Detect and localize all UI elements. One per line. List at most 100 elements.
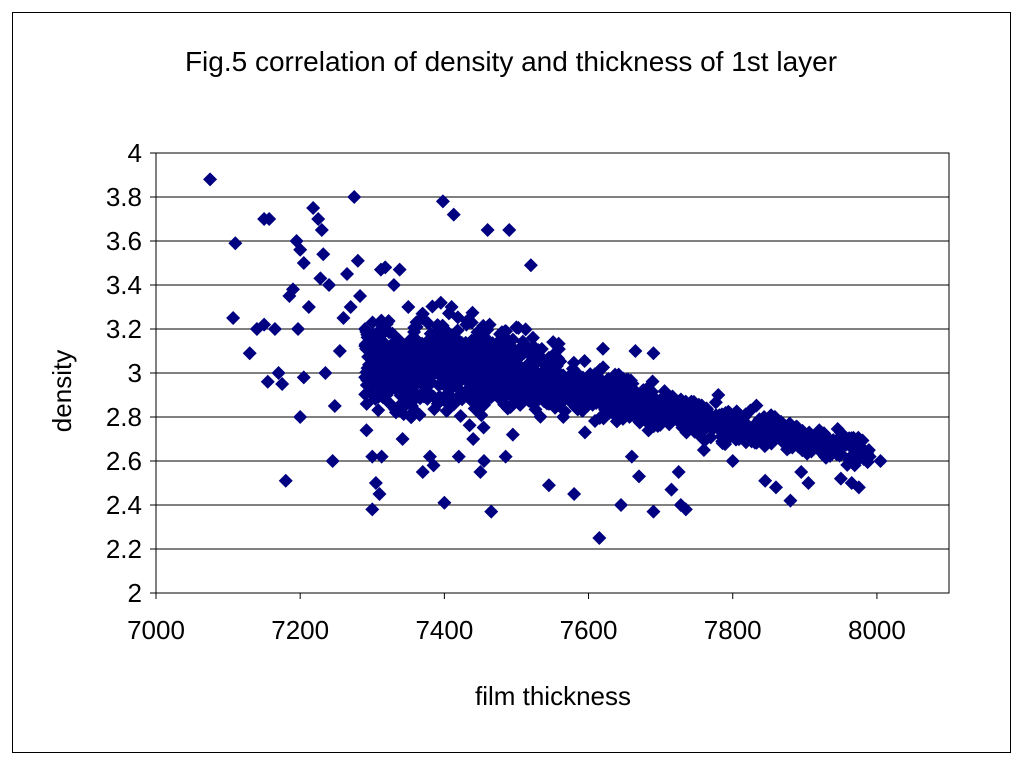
data-point: [613, 398, 628, 413]
scatter-chart: Fig.5 correlation of density and thickne…: [47, 46, 950, 711]
data-point: [498, 396, 513, 411]
x-tick-label: 7000: [127, 615, 185, 645]
data-point: [531, 343, 546, 358]
data-point: [465, 305, 480, 320]
data-point: [267, 322, 282, 336]
data-point: [502, 223, 517, 237]
data-point: [358, 322, 373, 336]
data-point: [491, 344, 506, 358]
data-point: [653, 414, 668, 429]
data-point: [401, 300, 416, 314]
data-point: [420, 359, 435, 374]
data-point: [829, 439, 844, 454]
data-point: [448, 350, 463, 365]
data-point: [703, 430, 718, 445]
data-point: [592, 531, 607, 545]
data-point: [506, 352, 521, 367]
data-point: [837, 438, 852, 453]
data-point: [381, 314, 396, 329]
data-point: [711, 388, 726, 402]
data-point: [641, 423, 656, 438]
data-point: [327, 399, 342, 413]
data-point: [605, 383, 620, 398]
data-point: [609, 409, 624, 424]
data-point: [473, 465, 488, 479]
data-point: [440, 357, 455, 372]
data-point: [862, 449, 877, 464]
data-point: [353, 289, 368, 303]
data-point: [749, 435, 764, 450]
data-point: [374, 449, 389, 464]
data-point: [395, 432, 410, 446]
data-point: [271, 366, 286, 380]
data-point: [314, 223, 329, 237]
data-point: [465, 349, 480, 364]
data-point: [226, 311, 241, 325]
data-point: [242, 346, 257, 361]
data-point: [645, 374, 660, 389]
data-point: [812, 423, 827, 438]
gridlines: [156, 196, 949, 550]
data-point: [525, 330, 540, 345]
data-point: [380, 338, 395, 353]
data-point: [388, 405, 403, 420]
data-point: [482, 317, 497, 332]
x-axis-label: film thickness: [475, 681, 631, 711]
data-point: [801, 476, 816, 490]
data-point: [275, 377, 290, 391]
data-point: [378, 260, 393, 275]
data-points: [203, 172, 888, 545]
data-point: [678, 502, 693, 517]
chart-area: Fig.5 correlation of density and thickne…: [12, 12, 1011, 753]
data-point: [818, 443, 833, 458]
data-point: [203, 172, 218, 187]
data-point: [715, 426, 730, 441]
data-point: [459, 370, 474, 385]
data-point: [646, 346, 661, 361]
data-point: [675, 420, 690, 435]
y-tick-label: 2: [128, 578, 142, 608]
data-point: [577, 354, 592, 369]
data-point: [518, 322, 533, 337]
data-point: [530, 390, 545, 405]
data-point: [551, 342, 566, 357]
y-tick-label: 3: [128, 358, 142, 388]
data-point: [426, 389, 441, 404]
data-point: [316, 247, 331, 262]
data-point: [563, 392, 578, 407]
data-point: [515, 334, 530, 349]
y-tick-label: 3.2: [106, 314, 142, 344]
data-point: [480, 377, 495, 392]
y-tick-label: 3.8: [106, 182, 142, 212]
data-point: [322, 278, 337, 292]
data-point: [379, 388, 394, 402]
data-point: [628, 344, 643, 358]
x-tick-label: 7200: [271, 615, 329, 645]
data-point: [556, 371, 571, 386]
data-point: [301, 300, 316, 314]
data-point: [425, 299, 440, 314]
data-point: [603, 399, 618, 413]
data-point: [371, 403, 386, 418]
data-point: [488, 357, 503, 372]
data-point: [325, 454, 340, 468]
data-point: [643, 411, 658, 426]
data-point: [588, 391, 603, 406]
data-point: [411, 364, 426, 379]
data-point: [549, 383, 564, 398]
data-point: [446, 207, 461, 222]
y-tick-label: 2.8: [106, 402, 142, 432]
data-point: [359, 423, 374, 438]
data-point: [278, 473, 293, 488]
data-point: [382, 325, 397, 340]
data-point: [343, 300, 358, 314]
data-point: [785, 434, 800, 449]
data-point: [656, 389, 671, 404]
data-point: [347, 190, 362, 204]
data-point: [487, 387, 502, 402]
y-axis-label: density: [47, 350, 77, 432]
data-point: [462, 418, 477, 433]
data-point: [409, 319, 424, 334]
x-axis-ticks: 7000 7200 7400 7600 7800 8000: [127, 593, 906, 645]
data-point: [444, 300, 459, 314]
